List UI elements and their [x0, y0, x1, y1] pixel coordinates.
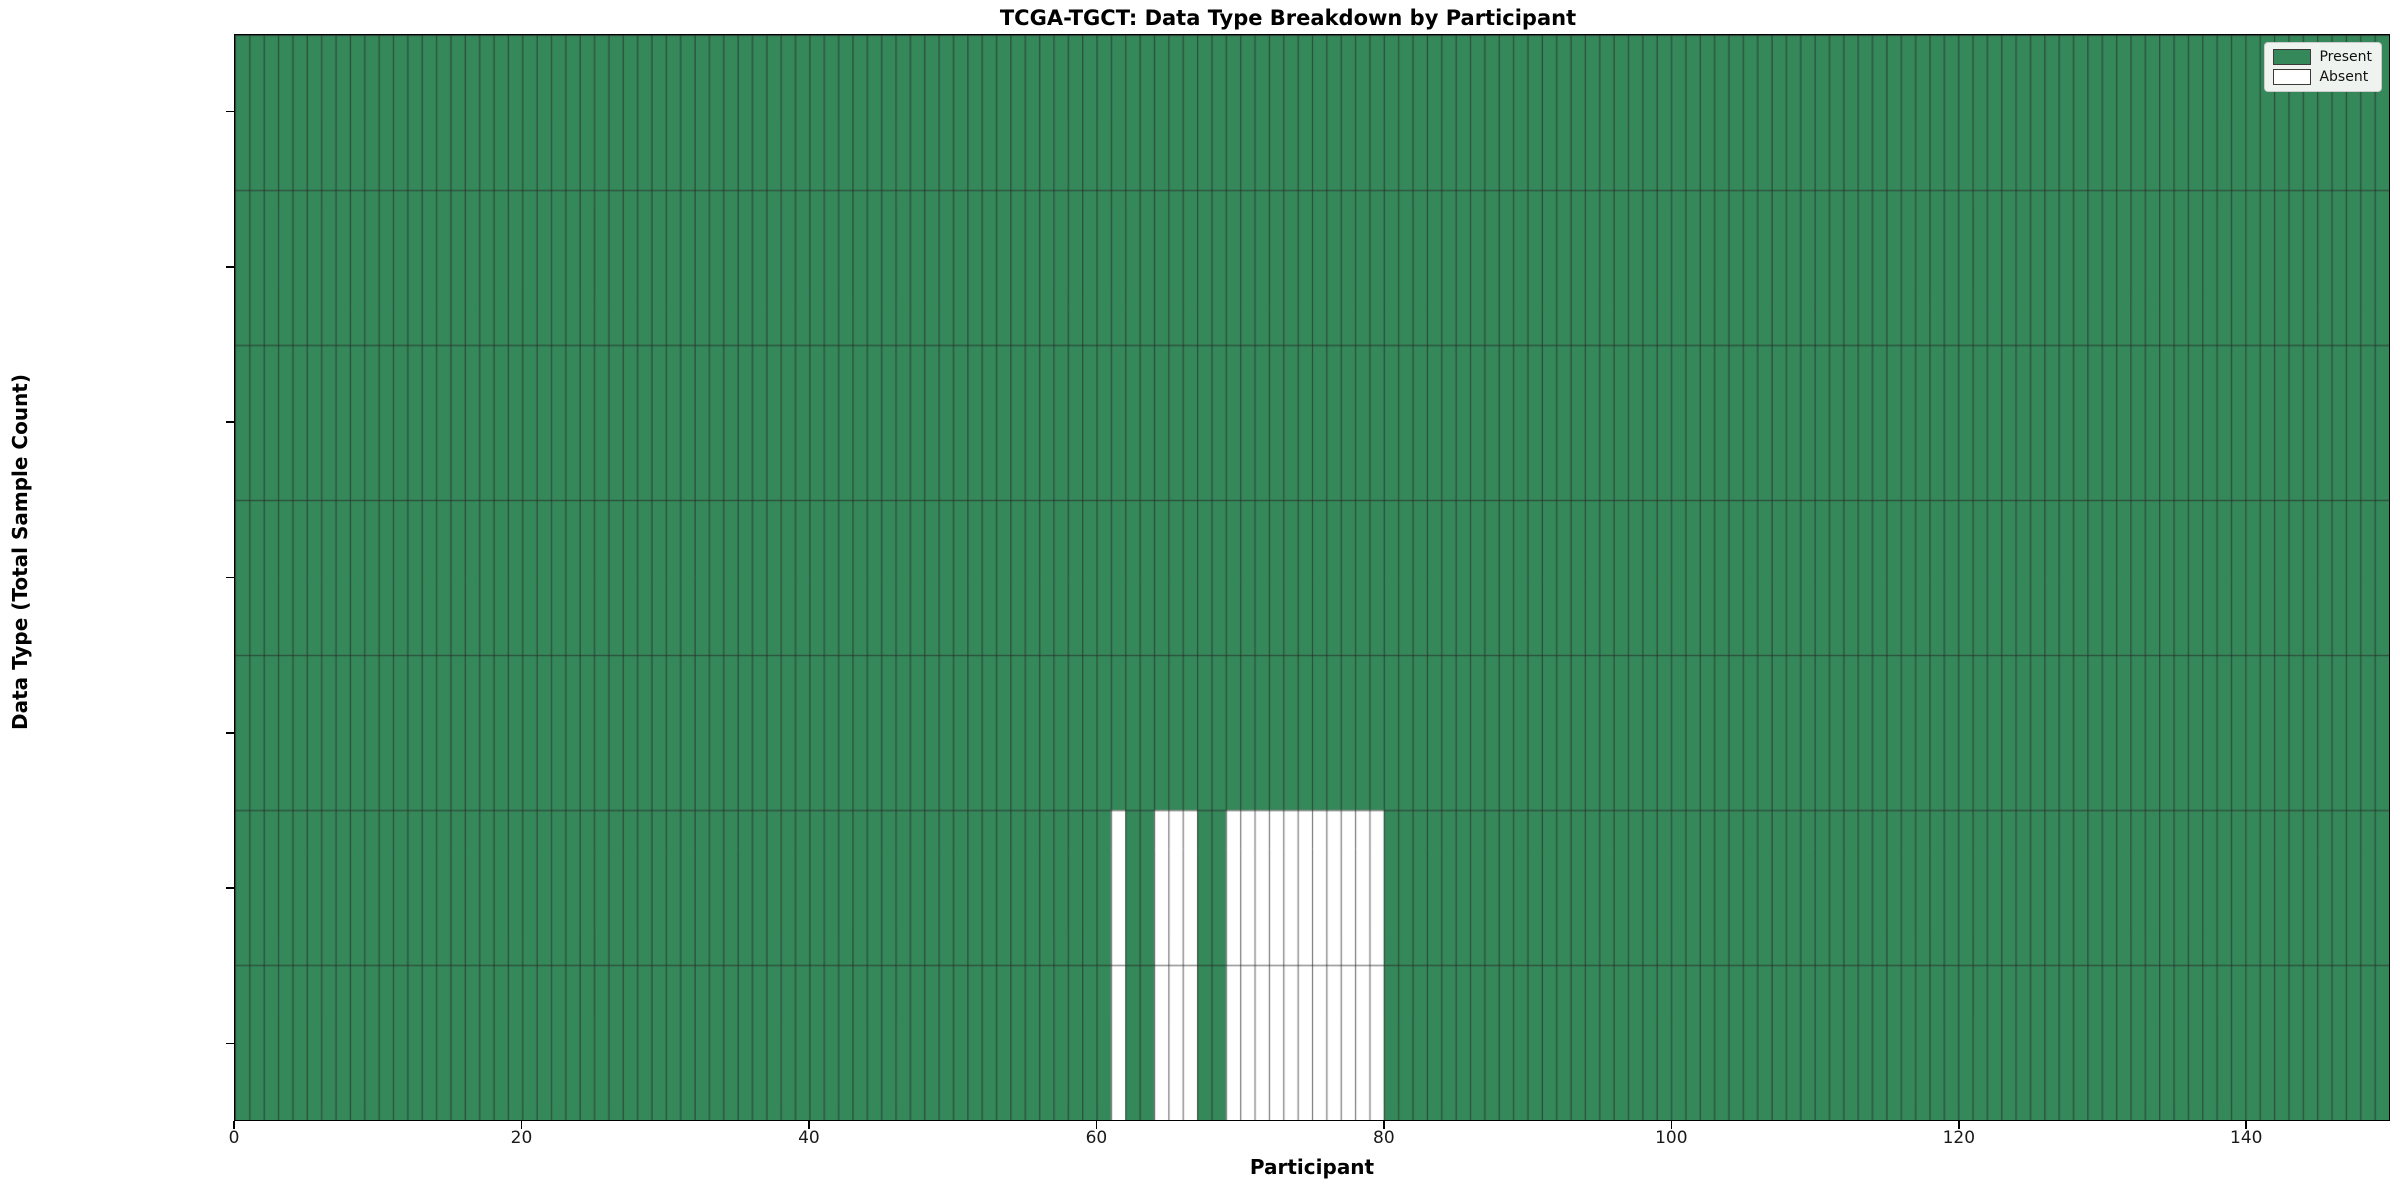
x-tick-label-140: 140: [2230, 1128, 2263, 1148]
x-tick-mark: [520, 1121, 523, 1129]
x-tick-mark: [1095, 1121, 1098, 1129]
heatmap-grid[interactable]: [235, 35, 2389, 1120]
legend-entry-present[interactable]: Present: [2273, 49, 2372, 65]
heatmap-plot-area[interactable]: [234, 34, 2390, 1121]
x-tick-mark: [2245, 1121, 2248, 1129]
x-tick-label-40: 40: [798, 1128, 820, 1148]
y-tick-mark: [226, 576, 234, 579]
y-tick-mark: [226, 266, 234, 268]
legend: Present Absent: [2264, 42, 2382, 92]
x-tick-label-120: 120: [1942, 1128, 1976, 1148]
legend-label: Absent: [2319, 69, 2369, 85]
page-title: TCGA-TGCT: Data Type Breakdown by Partic…: [0, 6, 2400, 30]
x-tick-mark: [1670, 1121, 1673, 1129]
x-tick-label-100: 100: [1655, 1128, 1688, 1148]
y-tick-mark: [226, 731, 234, 734]
x-tick-mark: [808, 1121, 810, 1129]
x-axis-title: Participant: [1249, 1155, 1375, 1179]
x-tick-label-0: 0: [228, 1128, 240, 1148]
x-tick-label-80: 80: [1373, 1128, 1395, 1148]
legend-entry-absent[interactable]: Absent: [2273, 69, 2372, 85]
legend-label: Present: [2319, 49, 2372, 65]
x-tick-label-60: 60: [1085, 1128, 1108, 1148]
x-tick-mark: [233, 1121, 235, 1129]
y-tick-mark: [226, 421, 234, 423]
y-axis-title: Data Type (Total Sample Count): [8, 373, 32, 731]
absent-swatch-icon: [2273, 69, 2312, 85]
y-tick-mark: [226, 887, 234, 889]
y-tick-mark: [226, 110, 234, 113]
x-tick-label-20: 20: [510, 1128, 533, 1148]
x-tick-mark: [1958, 1121, 1960, 1129]
present-swatch-icon: [2273, 49, 2312, 65]
chart-title-text: TCGA-TGCT: Data Type Breakdown by Partic…: [999, 6, 1577, 30]
x-tick-mark: [1383, 1121, 1385, 1129]
y-tick-mark: [226, 1042, 234, 1045]
